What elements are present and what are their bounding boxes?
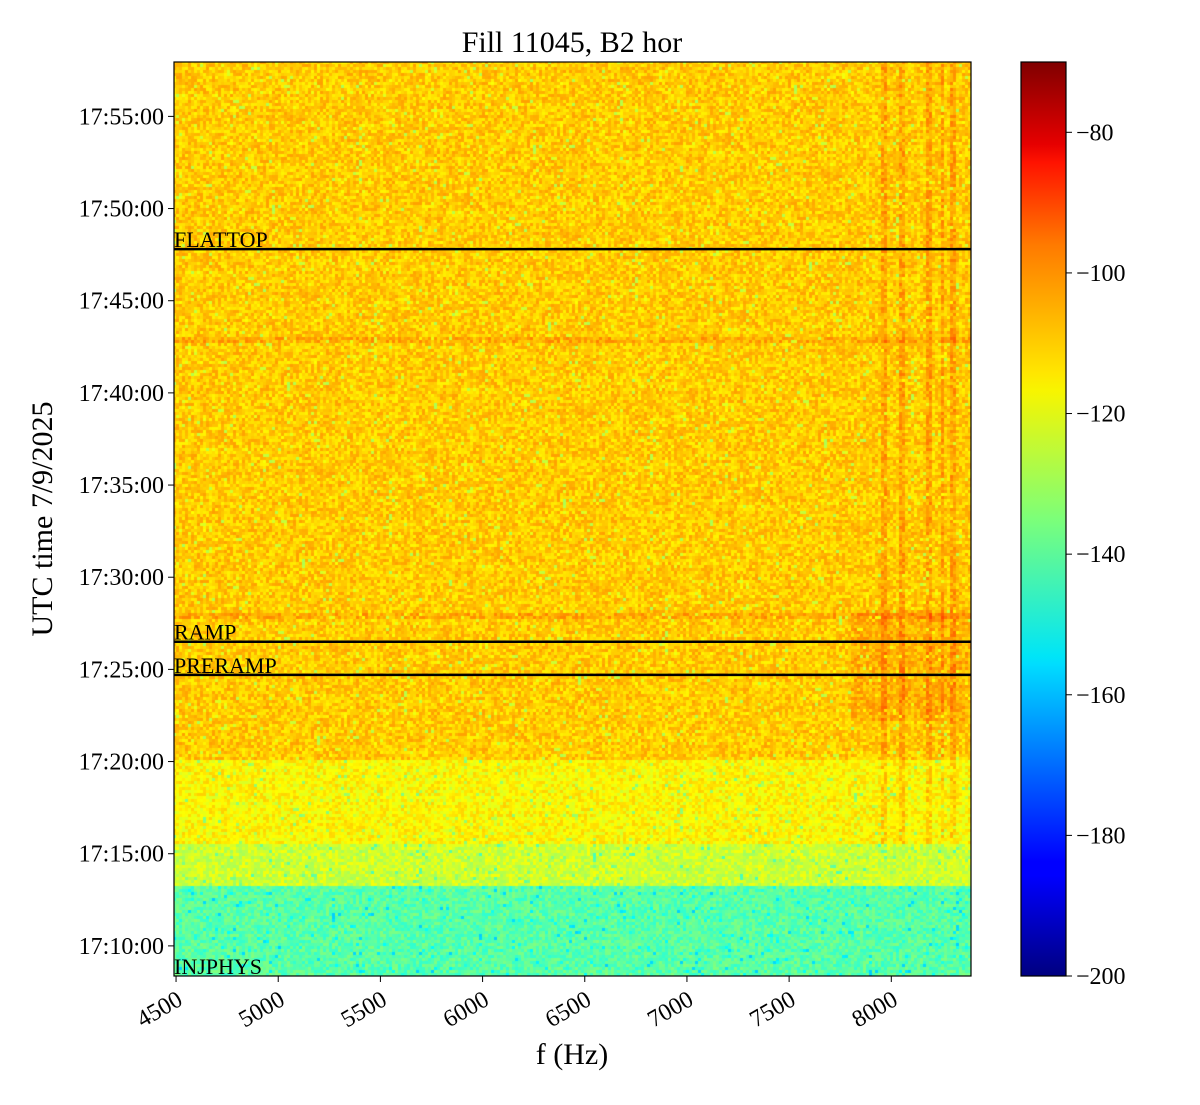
x-tick-label: 6500 xyxy=(541,987,596,1034)
colorbar-tick-label: −140 xyxy=(1076,542,1126,568)
y-tick-label: 17:40:00 xyxy=(79,381,164,407)
event-label: PRERAMP xyxy=(174,653,277,678)
x-tick-label: 4500 xyxy=(132,987,187,1034)
colorbar-tick-label: −120 xyxy=(1076,402,1126,428)
y-tick-label: 17:30:00 xyxy=(79,565,164,591)
x-tick-label: 5000 xyxy=(235,987,290,1034)
y-tick-label: 17:55:00 xyxy=(79,104,164,130)
colorbar-tick-label: −80 xyxy=(1076,120,1114,146)
y-tick-label: 17:10:00 xyxy=(79,934,164,960)
heatmap-cells xyxy=(174,62,971,976)
y-tick-label: 17:20:00 xyxy=(79,750,164,776)
chart-title: Fill 11045, B2 hor xyxy=(462,26,683,59)
colorbar-tick-label: −100 xyxy=(1076,261,1126,287)
plot-area: FLATTOP RAMP PRERAMP INJPHYS xyxy=(173,61,972,979)
event-label: RAMP xyxy=(174,620,236,645)
colorbar-gradient xyxy=(1020,61,1067,977)
y-axis-title: UTC time 7/9/2025 xyxy=(26,402,59,637)
x-tick-label: 6000 xyxy=(439,987,494,1034)
y-tick-label: 17:50:00 xyxy=(79,197,164,223)
x-axis-title: f (Hz) xyxy=(536,1038,608,1071)
heatmap-image xyxy=(174,62,971,976)
x-tick-label: 7500 xyxy=(746,987,801,1034)
x-tick-label: 7000 xyxy=(643,987,698,1034)
x-axis-ticks: 4500 5000 5500 6000 6500 7000 7500 8000 xyxy=(132,976,902,1033)
y-tick-label: 17:25:00 xyxy=(79,657,164,683)
y-axis-ticks: 17:10:00 17:15:00 17:20:00 17:25:00 17:30:00… xyxy=(79,104,174,960)
event-label: INJPHYS xyxy=(174,954,262,979)
colorbar-tick-label: −180 xyxy=(1076,823,1126,849)
event-markers: FLATTOP RAMP PRERAMP INJPHYS xyxy=(174,227,971,979)
colorbar: −80 −100 −120 −140 −160 −180 −200 xyxy=(1020,61,1126,990)
colorbar-tick-label: −200 xyxy=(1076,964,1126,990)
plot-frame xyxy=(173,61,972,977)
x-tick-label: 5500 xyxy=(337,987,392,1034)
y-tick-label: 17:15:00 xyxy=(79,842,164,868)
y-tick-label: 17:45:00 xyxy=(79,289,164,315)
event-label: FLATTOP xyxy=(174,227,268,252)
colorbar-tick-label: −160 xyxy=(1076,683,1126,709)
x-tick-label: 8000 xyxy=(848,987,903,1034)
y-tick-label: 17:35:00 xyxy=(79,473,164,499)
colorbar-ticks: −80 −100 −120 −140 −160 −180 −200 xyxy=(1066,120,1126,990)
